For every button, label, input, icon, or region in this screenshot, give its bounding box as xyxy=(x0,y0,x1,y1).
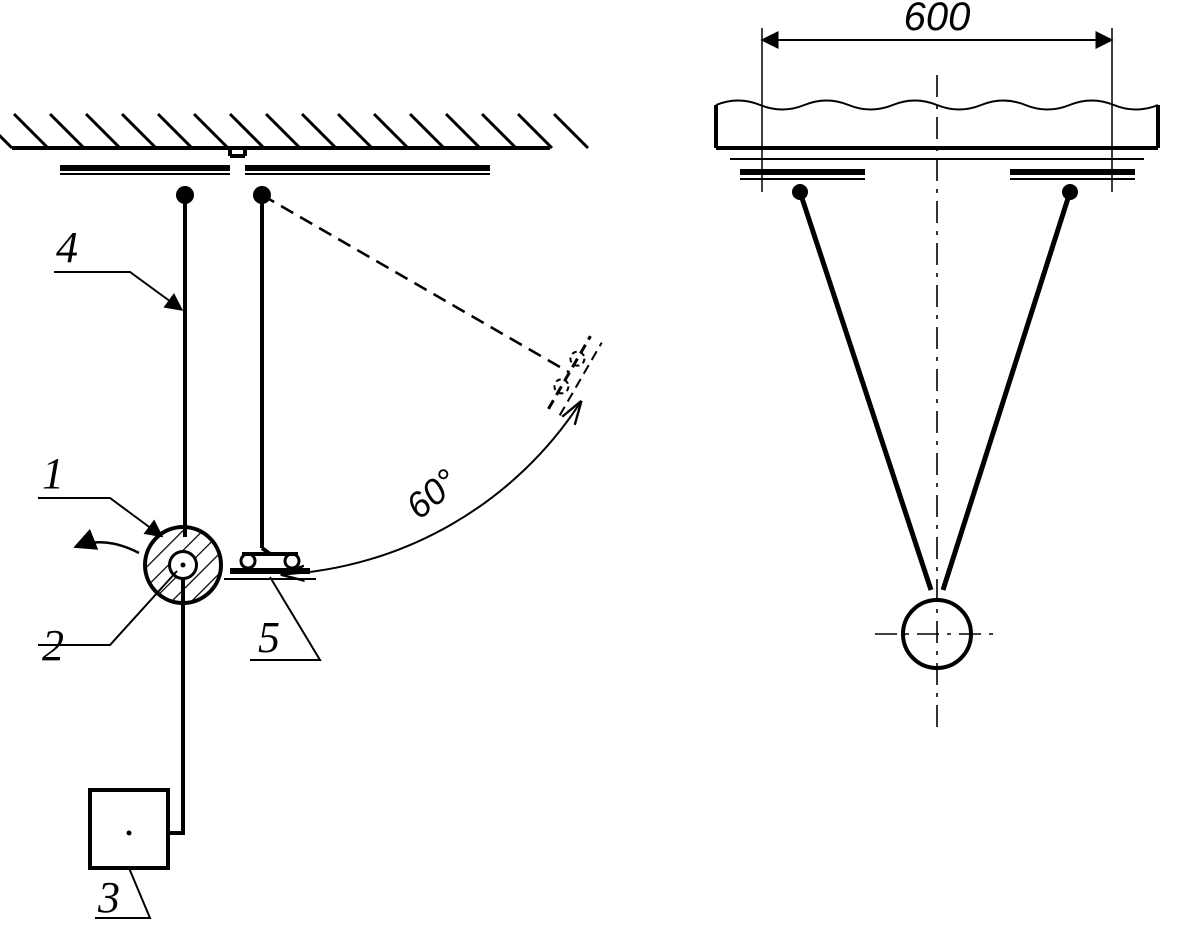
ceiling-hatch-icon xyxy=(0,114,588,148)
left-view: 60° 1 2 3 4 5 xyxy=(0,114,602,922)
label-3: 3 xyxy=(97,873,120,922)
impact-pad-swung xyxy=(548,336,601,415)
suspension-bar-right xyxy=(943,192,1070,590)
mounting-plates xyxy=(60,148,490,174)
label-4: 4 xyxy=(56,223,78,272)
label-1: 1 xyxy=(42,449,64,498)
dimension-600-value: 600 xyxy=(904,0,971,39)
impact-pad xyxy=(224,548,316,579)
label-5: 5 xyxy=(258,613,280,662)
centerlines xyxy=(875,75,999,730)
instrument-box xyxy=(90,790,168,868)
engineering-diagram: 60° 1 2 3 4 5 600 xyxy=(0,0,1183,930)
angle-label: 60° xyxy=(398,461,466,527)
sensor-cable xyxy=(168,578,183,833)
suspension-bar-left xyxy=(800,192,931,590)
right-view: 600 xyxy=(716,0,1158,730)
label-2: 2 xyxy=(42,621,64,670)
pendulum-bar-swung xyxy=(262,195,569,373)
steel-bar-section-icon xyxy=(75,527,221,603)
